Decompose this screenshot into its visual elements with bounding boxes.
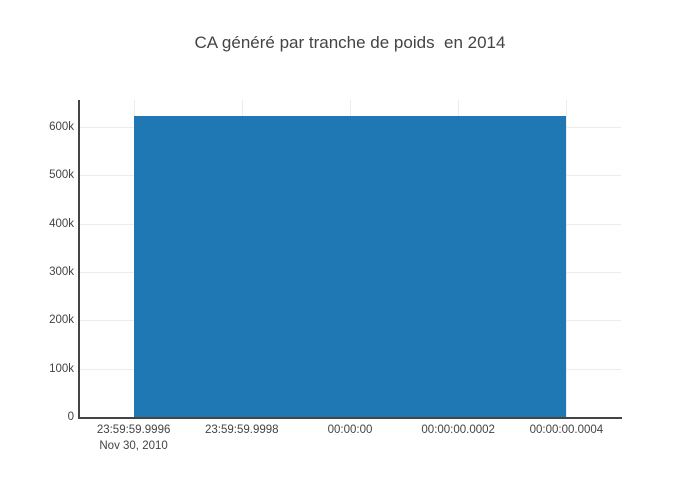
x-tick-label: 00:00:00.0004 bbox=[529, 424, 604, 436]
x-axis-line bbox=[78, 417, 622, 419]
y-tick-label: 300k bbox=[49, 266, 74, 278]
x-axis-tick-labels: 23:59:59.9996 23:59:59.9998 00:00:00 00:00:… bbox=[80, 423, 621, 463]
x-tick-label: 23:59:59.9996 bbox=[96, 424, 171, 436]
x-tick-label: 23:59:59.9998 bbox=[205, 424, 279, 436]
plot-area bbox=[80, 100, 621, 417]
x-tick-label: 00:00:00 bbox=[327, 424, 373, 436]
y-tick-label: 100k bbox=[49, 362, 74, 375]
y-tick-label: 400k bbox=[49, 217, 74, 230]
y-tick-label: 500k bbox=[49, 169, 74, 182]
y-tick-label: 0 bbox=[67, 411, 74, 423]
x-tick-label: 00:00:00.0002 bbox=[421, 424, 495, 436]
x-axis-date-label: Nov 30, 2010 bbox=[99, 440, 168, 452]
y-tick-label: 600k bbox=[49, 121, 74, 134]
y-axis-line bbox=[78, 100, 80, 419]
y-axis-tick-labels: 0 100k 200k 300k 400k 500k 600k bbox=[0, 100, 74, 423]
x-gridline bbox=[566, 100, 568, 417]
chart-title: CA généré par tranche de poids en 2014 bbox=[194, 33, 506, 52]
y-tick-label: 200k bbox=[49, 314, 74, 327]
bar bbox=[133, 115, 567, 417]
